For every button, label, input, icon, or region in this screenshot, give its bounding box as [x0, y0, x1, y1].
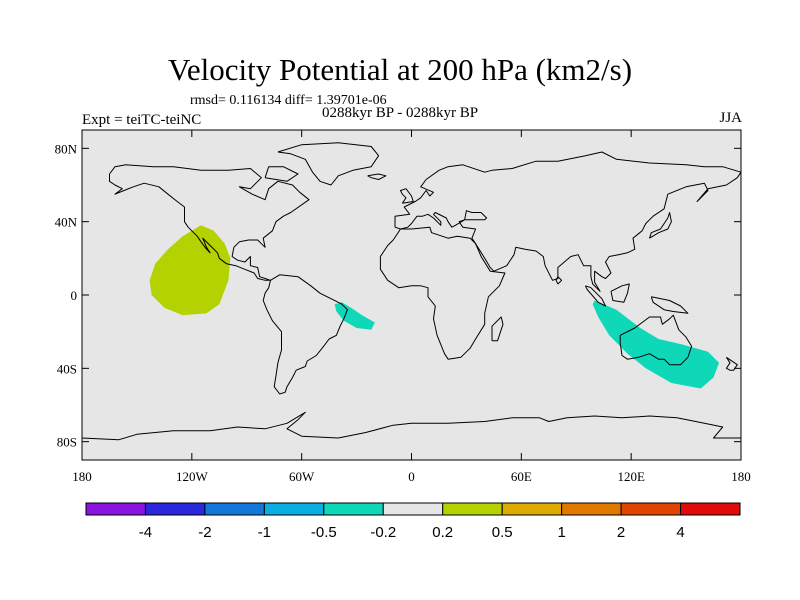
- colorbar-box: [85, 502, 146, 516]
- x-tick-label: 180: [72, 469, 92, 484]
- stats-label: rmsd= 0.116134 diff= 1.39701e-06: [190, 93, 387, 108]
- y-tick-label: 40S: [57, 361, 77, 376]
- page-title: Velocity Potential at 200 hPa (km2/s): [167, 52, 633, 87]
- x-tick-label: 120W: [176, 469, 209, 484]
- colorbar-label: 1: [557, 524, 565, 541]
- coastline-north-america: [109, 164, 310, 281]
- map-area: [81, 129, 742, 461]
- colorbar-box: [561, 502, 622, 516]
- colorbar-label: 4: [676, 524, 684, 541]
- anomaly-south-atlantic-negative: [334, 302, 375, 330]
- colorbar-label: -0.5: [311, 524, 337, 541]
- colorbar-label: -1: [258, 524, 271, 541]
- coastline-greenland: [277, 142, 380, 186]
- y-tick-label: 80S: [57, 435, 77, 450]
- coastline-new-guinea: [650, 296, 689, 314]
- anomaly-east-pacific-positive: [149, 225, 231, 316]
- x-tick-label: 0: [408, 469, 415, 484]
- coastline-antarctica: [81, 411, 741, 441]
- coastline-south-america: [262, 274, 348, 395]
- colorbar-label: 0.2: [432, 524, 453, 541]
- y-tick-label: 0: [71, 288, 78, 303]
- colorbar-box: [442, 502, 503, 516]
- colorbar-box: [620, 502, 682, 516]
- colorbar-label: -4: [139, 524, 152, 541]
- colorbar-label: 2: [617, 524, 625, 541]
- colorbar-label: 0.5: [492, 524, 513, 541]
- colorbar: -4 -2 -1 -0.5 -0.2 0.2 0.5 1 2 4: [85, 502, 741, 541]
- coastline-australia: [619, 314, 693, 366]
- colorbar-box: [680, 502, 741, 516]
- y-tick-label: 40N: [55, 215, 78, 230]
- colorbar-box: [204, 502, 265, 516]
- coastline-british-isles: [400, 188, 414, 204]
- coastline-new-zealand: [725, 356, 738, 371]
- coastline-borneo: [610, 283, 630, 303]
- colorbar-label: -0.2: [370, 524, 396, 541]
- coastline-sri-lanka: [555, 276, 563, 285]
- colorbar-box: [501, 502, 563, 516]
- anomaly-indo-australia-negative: [592, 300, 719, 389]
- colorbar-box: [323, 502, 384, 516]
- coastline-africa: [379, 226, 506, 360]
- colorbar-box: [263, 502, 325, 516]
- colorbar-label: -2: [198, 524, 211, 541]
- x-tick-label: 120E: [617, 469, 645, 484]
- period-label: 0288kyr BP - 0288kyr BP: [322, 105, 479, 121]
- x-tick-label: 60W: [289, 469, 315, 484]
- coastline-madagascar: [491, 316, 504, 342]
- x-tick-label: 180: [731, 469, 751, 484]
- coastline-iceland: [367, 173, 387, 180]
- coastline-japan: [649, 212, 672, 239]
- season-label: JJA: [719, 110, 742, 126]
- x-tick-label: 60E: [511, 469, 532, 484]
- experiment-label: Expt = teiTC-teiNC: [82, 112, 202, 128]
- coastline-baffin: [264, 166, 299, 182]
- coastline-eurasia: [394, 151, 742, 292]
- colorbar-box: [144, 502, 206, 516]
- y-tick-label: 80N: [55, 141, 78, 156]
- colorbar-box: [382, 502, 444, 516]
- coastline-sumatra: [584, 285, 606, 307]
- axis-ticks: 180 120W 60W 0 60E 120E 180 80N 40N 0 40S 80S: [55, 130, 751, 484]
